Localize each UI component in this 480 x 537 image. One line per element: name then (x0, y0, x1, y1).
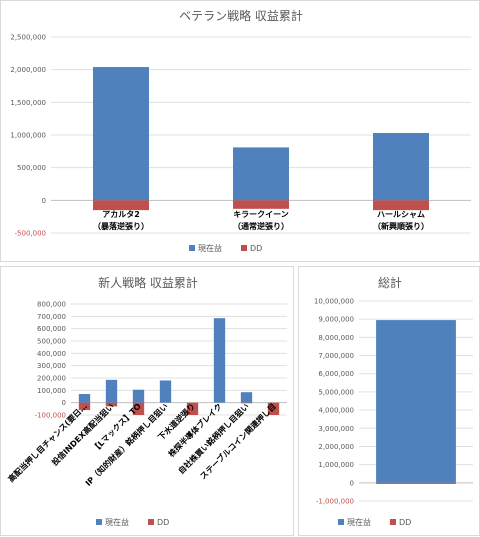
total-chart-panel: 総計 -1,000,000 0 1,000,000 2,000,000 3,000,000… (298, 266, 480, 536)
y-tick-label: 400,000 (37, 350, 66, 358)
chart-title: 総計 (378, 275, 402, 290)
y-tick-label: 4,000,000 (318, 407, 354, 415)
category-label: ハールシャム（新興順張り） (373, 210, 429, 231)
y-tick-label: 500,000 (17, 164, 46, 172)
veteran-chart-panel: ベテラン戦略 収益累計 -500,000 0 500,000 1,000,000 1,50… (0, 0, 480, 262)
bar-current-profit (373, 133, 429, 201)
y-tick-label: 0 (350, 479, 354, 487)
y-tick-label: 3,000,000 (318, 425, 354, 433)
legend-label: DD (157, 518, 169, 527)
category-label: アカルタ2 （暴落逆張り） (93, 209, 149, 231)
legend-label: 現在益 (105, 517, 129, 527)
legend-swatch (241, 245, 247, 251)
veteran-chart: ベテラン戦略 収益累計 -500,000 0 500,000 1,000,000 1,50… (10, 8, 471, 253)
y-tick-label: 600,000 (37, 325, 66, 333)
y-tick-label: 2,500,000 (10, 34, 46, 42)
legend-swatch (189, 245, 195, 251)
legend-swatch (390, 519, 396, 525)
y-tick-label: 5,000,000 (318, 388, 354, 396)
y-tick-label: -1,000,000 (316, 498, 354, 506)
bar-dd (376, 482, 456, 484)
bar-current-profit (213, 318, 226, 403)
bar-current-profit (159, 380, 172, 403)
bar-current-profit (93, 67, 149, 201)
y-tick-label: 300,000 (37, 362, 66, 370)
legend-swatch (96, 519, 102, 525)
bar-current-profit (233, 147, 289, 201)
bar-dd (93, 200, 149, 211)
chart-title: ベテラン戦略 収益累計 (179, 8, 303, 23)
y-tick-label: 800,000 (37, 301, 66, 309)
y-tick-label: 7,000,000 (318, 352, 354, 360)
y-tick-label: 700,000 (37, 313, 66, 321)
bar-current-profit (105, 379, 118, 403)
legend-label: DD (250, 244, 262, 253)
y-tick-label: 0 (62, 399, 66, 407)
category-label: 【Lマックス】TO (90, 401, 143, 454)
newcomer-chart: 新人戦略 収益累計 -100,000 0 100,000 200,000 300,000 4… (6, 275, 287, 527)
y-tick-label: -100,000 (35, 412, 66, 420)
legend-swatch (338, 519, 344, 525)
y-tick-label: 8,000,000 (318, 334, 354, 342)
y-tick-label: 200,000 (37, 375, 66, 383)
bar-dd (373, 200, 429, 211)
bar-dd (233, 200, 289, 209)
y-tick-label: 0 (42, 197, 46, 205)
bar-current-profit (240, 392, 253, 403)
bar-dd (132, 402, 145, 415)
y-tick-label: 100,000 (37, 387, 66, 395)
chart-title: 新人戦略 収益累計 (98, 275, 198, 290)
bar-dd (78, 402, 91, 411)
y-tick-label: 9,000,000 (318, 316, 354, 324)
y-tick-label: -500,000 (15, 230, 46, 238)
legend-label: DD (399, 518, 411, 527)
y-tick-label: 1,500,000 (10, 99, 46, 107)
bar-dd (105, 402, 118, 407)
y-tick-label: 1,000,000 (318, 461, 354, 469)
bar-current-profit (376, 320, 456, 483)
y-tick-label: 10,000,000 (314, 298, 354, 306)
y-tick-label: 6,000,000 (318, 370, 354, 378)
y-tick-label: 2,000,000 (318, 443, 354, 451)
y-tick-label: 2,000,000 (10, 66, 46, 74)
legend-swatch (148, 519, 154, 525)
bar-dd (267, 402, 280, 415)
y-tick-label: 500,000 (37, 338, 66, 346)
newcomer-chart-panel: 新人戦略 収益累計 -100,000 0 100,000 200,000 300,000 4… (0, 266, 294, 536)
y-tick-label: 1,000,000 (10, 132, 46, 140)
total-chart: 総計 -1,000,000 0 1,000,000 2,000,000 3,000,000… (314, 275, 473, 527)
bar-current-profit (132, 389, 145, 403)
legend-label: 現在益 (347, 517, 371, 527)
bar-current-profit (78, 394, 91, 403)
category-label: キラークイーン（通常逆張り） (233, 209, 289, 231)
legend-label: 現在益 (198, 243, 222, 253)
bar-dd (186, 402, 199, 415)
bar-dd (240, 402, 253, 404)
